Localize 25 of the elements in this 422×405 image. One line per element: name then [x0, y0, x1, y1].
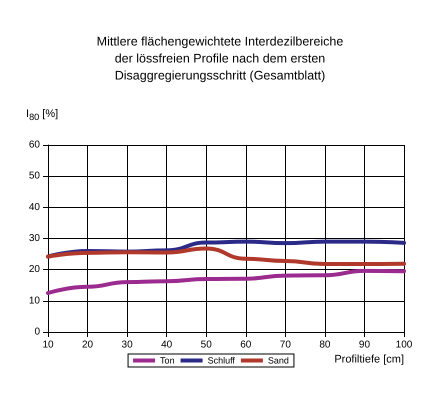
x-tick-label: 70: [280, 340, 292, 350]
x-tick-label: 100: [396, 340, 413, 350]
line-series: [46, 246, 406, 266]
line-series: [46, 268, 406, 296]
y-axis-title: I$_{80}$ [%]: [26, 108, 58, 122]
legend-label: Schluff: [208, 356, 236, 366]
y-tick-label: 20: [28, 264, 40, 276]
chart-title: Mittlere flächengewichtete Interdezilbereiche der lössfreien Profile nach dem ersten Disaggregierungsschritt (Gesamtblatt): [96, 34, 344, 82]
x-tick-label: 30: [122, 340, 134, 350]
x-tick-label: 10: [42, 340, 54, 350]
x-tick-label: 40: [161, 340, 173, 350]
x-axis-title: Profiltiefe [cm]: [334, 354, 404, 366]
legend-label: Sand: [268, 356, 289, 366]
y-tick-label: 30: [28, 233, 40, 244]
legend-label: Ton: [160, 356, 175, 366]
y-tick-label: 60: [28, 140, 40, 150]
x-tick-label: 80: [319, 340, 331, 350]
y-tick-label: 0: [34, 326, 40, 338]
y-tick-label: 10: [28, 295, 40, 306]
x-tick-label: 50: [200, 340, 212, 350]
x-tick-label: 20: [82, 340, 94, 350]
x-tick-label: 60: [240, 340, 252, 350]
y-tick-label: 50: [28, 170, 40, 182]
x-tick-label: 90: [358, 340, 370, 350]
y-tick-label: 40: [28, 202, 40, 213]
